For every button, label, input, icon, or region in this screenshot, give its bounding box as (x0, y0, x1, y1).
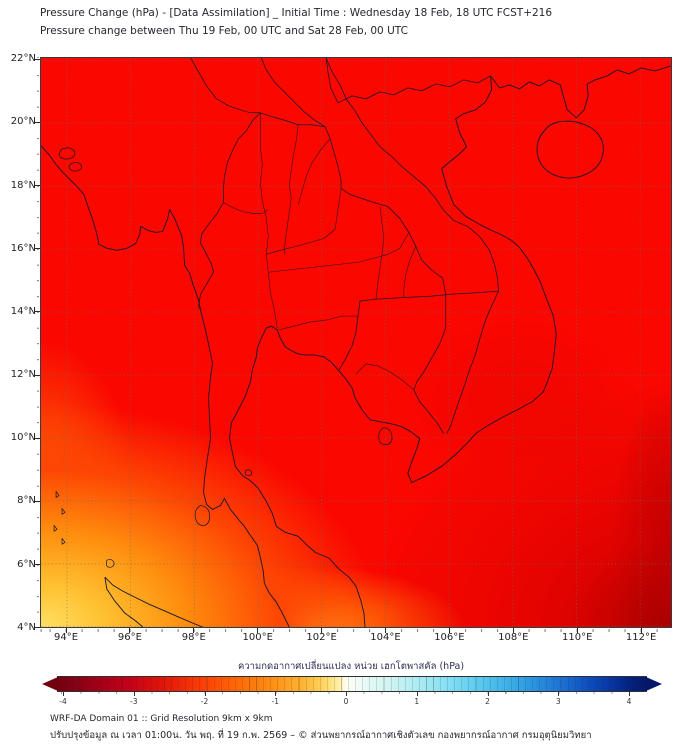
colorbar-tick-label: 4 (626, 697, 632, 706)
x-axis-minor-ticks (40, 629, 672, 632)
y-tick-label: 18°N (10, 179, 36, 191)
x-tick-mark (65, 628, 67, 633)
y-tick-mark (34, 500, 40, 502)
colorbar-tick-label: -3 (130, 697, 138, 706)
colorbar-tick-mark (487, 692, 489, 696)
country-borders (190, 58, 499, 434)
small-islands (53, 147, 393, 568)
y-tick-mark (34, 58, 40, 60)
x-tick-label: 96°E (117, 632, 142, 643)
y-tick-label: 6°N (17, 558, 36, 570)
myanmar-thailand-border (198, 112, 261, 311)
china-vietnam-border (325, 58, 491, 104)
colorbar-tick-label: -1 (271, 697, 279, 706)
colorbar-tick-mark (558, 692, 560, 696)
x-tick-label: 98°E (181, 632, 206, 643)
colorbar-gradient (57, 676, 647, 692)
mekong-river-border (260, 58, 447, 434)
map-gridlines (41, 58, 671, 627)
x-tick-mark (129, 628, 131, 633)
colorbar-tick-mark (629, 692, 630, 696)
colorbar-tick-label: 0 (343, 697, 349, 706)
hainan-island (536, 120, 604, 179)
sumatra-northeast-coast (104, 576, 203, 627)
x-tick-mark (448, 628, 450, 633)
map-plot-area (40, 57, 672, 628)
colorbar-tick-label: 1 (414, 697, 420, 706)
x-tick-label: 106°E (434, 632, 465, 643)
chart-title-line2: Pressure change between Thu 19 Feb, 00 U… (40, 25, 408, 37)
thailand-cambodia-border (338, 290, 499, 371)
y-tick-mark (34, 311, 40, 313)
colorbar-tick-label: 2 (485, 697, 490, 706)
x-tick-mark (640, 628, 642, 633)
y-tick-label: 20°N (10, 116, 36, 128)
colorbar-minor-ticks (60, 692, 646, 695)
colorbar-tick-mark (416, 692, 418, 696)
y-tick-mark (34, 248, 40, 250)
y-tick-label: 14°N (10, 305, 36, 317)
colorbar-segments (58, 677, 646, 691)
y-tick-label: 4°N (17, 621, 36, 633)
colorbar-tick-mark (133, 692, 135, 696)
china-coastline (490, 65, 671, 119)
vietnam-gulf-coastline (228, 75, 557, 627)
x-tick-mark (576, 628, 578, 633)
laos-vietnam-cambodia-border (325, 58, 499, 434)
x-tick-label: 100°E (242, 632, 273, 643)
colorbar-tick-label: -4 (59, 697, 67, 706)
colorbar-tick-mark (346, 692, 347, 696)
x-tick-label: 108°E (498, 632, 529, 643)
sumatra-west-coast (104, 577, 144, 627)
chart-title-line1: Pressure Change (hPa) - [Data Assimilati… (40, 7, 553, 19)
y-tick-mark (34, 564, 40, 566)
x-tick-label: 102°E (306, 632, 337, 643)
colorbar-title: ความกดอากาศเปลี่ยนแปลง หน่วย เฮกโตพาสคัล… (237, 661, 465, 672)
x-tick-mark (512, 628, 514, 633)
colorbar-tick-mark (204, 692, 206, 696)
y-tick-label: 10°N (10, 432, 36, 444)
map-borders-svg (41, 58, 671, 627)
footer-domain-info: WRF-DA Domain 01 :: Grid Resolution 9km … (50, 714, 273, 724)
x-tick-mark (385, 628, 386, 633)
y-tick-mark (34, 121, 40, 123)
colorbar-tick-label: -2 (200, 697, 209, 706)
y-tick-label: 16°N (10, 242, 36, 254)
x-tick-mark (257, 628, 259, 633)
colorbar-right-arrow (646, 677, 662, 691)
x-tick-label: 104°E (370, 632, 401, 643)
map-coastlines (41, 65, 671, 627)
x-tick-label: 110°E (561, 632, 593, 643)
province-boundaries (223, 112, 417, 391)
y-tick-label: 22°N (10, 53, 36, 65)
y-tick-label: 12°N (10, 369, 36, 381)
colorbar-left-arrow (42, 677, 58, 691)
myanmar-peninsula-coastline (41, 145, 290, 627)
y-tick-label: 8°N (17, 495, 36, 507)
footer-update-info: ปรับปรุงข้อมูล ณ เวลา 01:00น. วัน พฤ. ที… (50, 730, 592, 741)
colorbar-tick-mark (275, 692, 277, 696)
x-tick-label: 112°E (625, 632, 657, 643)
y-tick-mark (34, 627, 40, 629)
colorbar-tick-mark (63, 692, 64, 696)
y-tick-mark (34, 374, 40, 376)
colorbar-tick-label: 3 (555, 697, 561, 706)
x-tick-label: 94°E (53, 632, 79, 643)
y-tick-mark (34, 185, 40, 187)
y-tick-mark (34, 437, 40, 439)
y-axis-minor-ticks (36, 57, 40, 628)
x-tick-mark (193, 628, 195, 633)
x-tick-mark (321, 628, 323, 633)
